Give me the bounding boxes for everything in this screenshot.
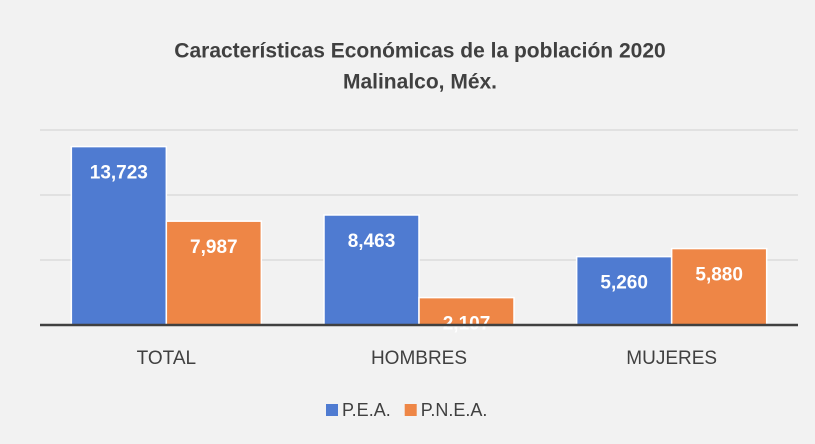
bar [670,247,768,326]
bar [323,214,420,326]
bar [165,220,263,326]
legend-swatch [326,404,338,416]
chart-title: Características Económicas de la poblaci… [174,40,665,63]
x-tick-label: TOTAL [137,348,196,369]
x-tick-label: HOMBRES [371,348,467,369]
chart-subtitle: Malinalco, Méx. [343,71,497,94]
data-label: 5,880 [695,265,743,286]
x-tick-label: MUJERES [626,348,717,369]
legend-label: P.E.A. [342,400,391,420]
data-label: 8,463 [348,231,396,252]
legend-label: P.N.E.A. [421,400,488,420]
data-label: 5,260 [600,273,648,294]
legend-swatch [404,404,417,416]
data-label: 13,723 [90,163,148,184]
data-label: 7,987 [190,237,238,258]
